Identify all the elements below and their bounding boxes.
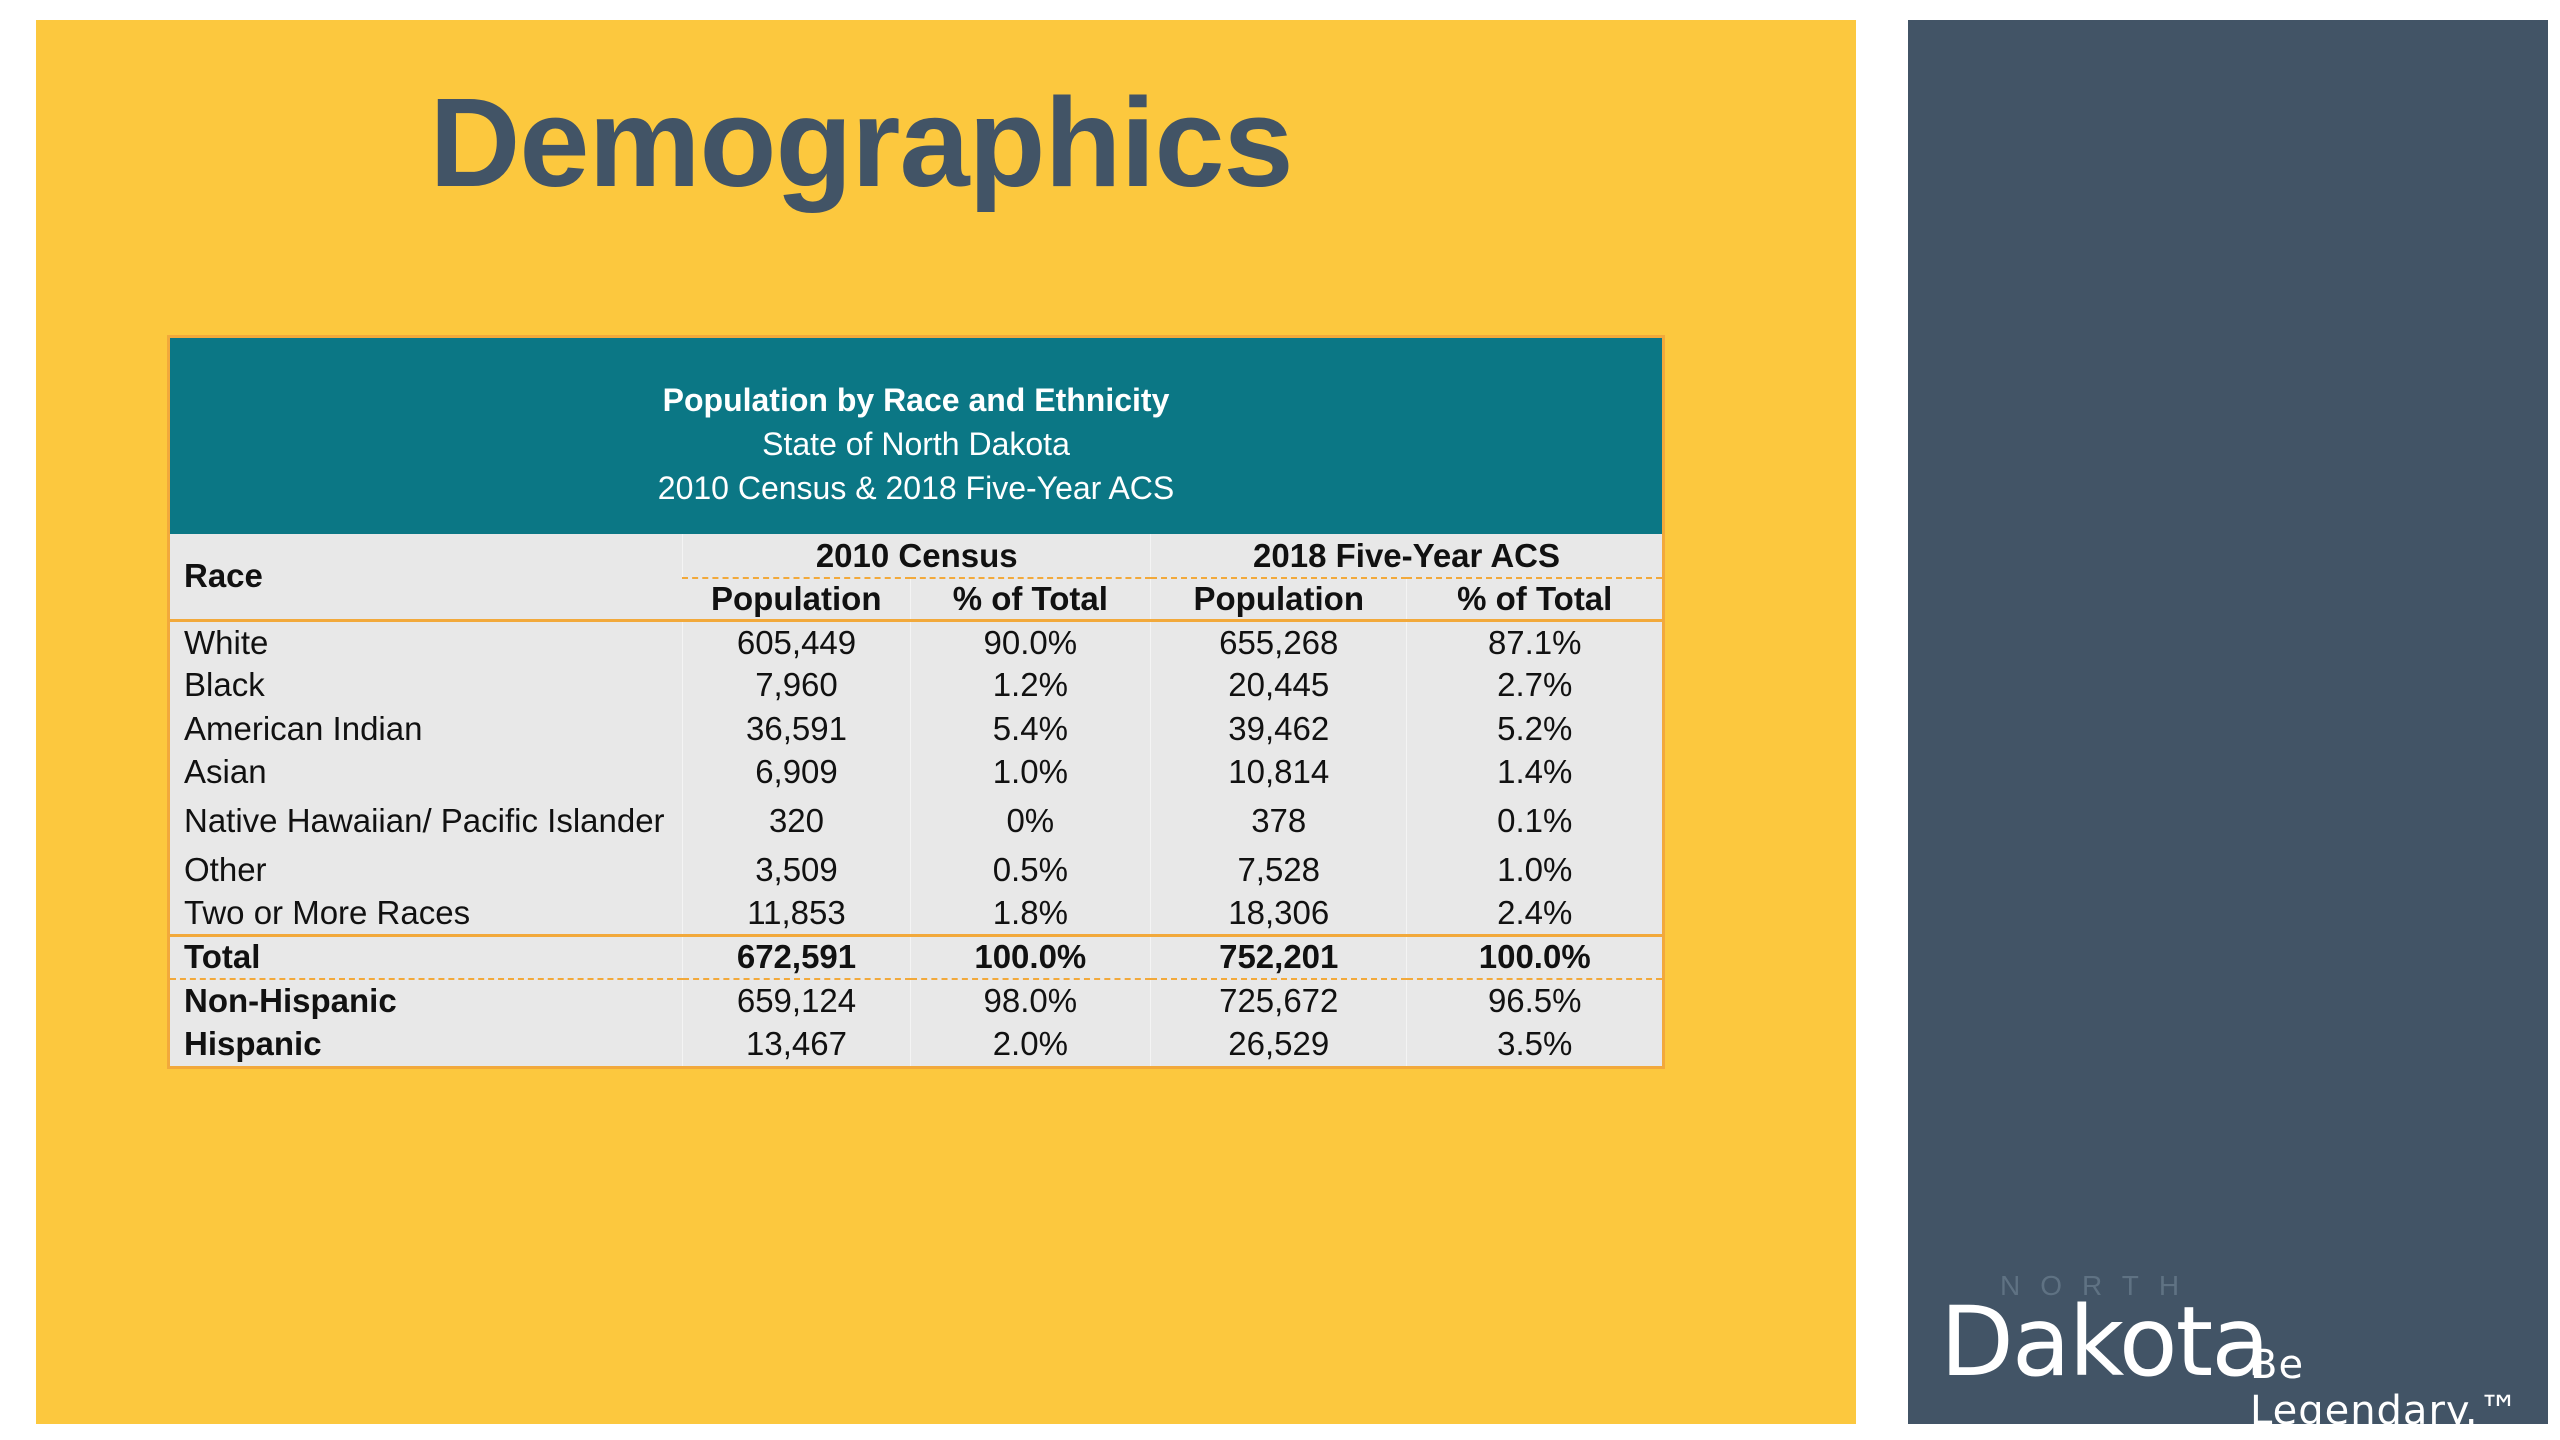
- table-row: Two or More Races 11,853 1.8% 18,306 2.4…: [170, 891, 1662, 935]
- table-row: Asian 6,909 1.0% 10,814 1.4%: [170, 750, 1662, 794]
- logo-north-text: NORTH: [2000, 1270, 2200, 1301]
- percent-2018-cell: 3.5%: [1406, 1022, 1662, 1066]
- population-2018-cell: 752,201: [1150, 933, 1407, 980]
- percent-2010-cell: 1.0%: [909, 750, 1151, 794]
- population-2018-cell: 7,528: [1150, 848, 1407, 892]
- percent-2018-cell: 96.5%: [1406, 979, 1662, 1023]
- population-2010-cell: 320: [682, 794, 911, 848]
- percent-2018-cell: 1.0%: [1406, 848, 1662, 892]
- population-2018-cell: 655,268: [1150, 620, 1407, 664]
- logo-tagline: Be Legendary.™: [2250, 1342, 2520, 1434]
- population-2010-cell: 659,124: [682, 979, 911, 1023]
- race-cell: Hispanic: [184, 1025, 322, 1063]
- table-subtitle-sources: 2010 Census & 2018 Five-Year ACS: [657, 470, 1175, 506]
- population-2018-cell: 725,672: [1150, 979, 1407, 1023]
- percent-2018-cell: 2.4%: [1406, 891, 1662, 935]
- table-row: Black 7,960 1.2% 20,445 2.7%: [170, 663, 1662, 707]
- logo-dakota-text: Dakota: [1940, 1286, 2270, 1398]
- race-column-header: Race: [170, 534, 683, 622]
- table-row-total: Total 672,591 100.0% 752,201 100.0%: [170, 933, 1662, 980]
- population-2018-cell: 18,306: [1150, 891, 1407, 935]
- table-row: White 605,449 90.0% 655,268 87.1%: [170, 620, 1662, 664]
- column-header-percent-2018: % of Total: [1406, 578, 1662, 622]
- table-row: Hispanic 13,467 2.0% 26,529 3.5%: [170, 1022, 1662, 1066]
- percent-2018-cell: 0.1%: [1406, 794, 1662, 848]
- population-2010-cell: 13,467: [682, 1022, 911, 1066]
- table-row: American Indian 36,591 5.4% 39,462 5.2%: [170, 707, 1662, 751]
- page-title: Demographics: [429, 72, 1293, 213]
- population-2010-cell: 672,591: [682, 933, 911, 980]
- percent-2018-cell: 1.4%: [1406, 750, 1662, 794]
- population-2010-cell: 36,591: [682, 707, 911, 751]
- race-cell: Non-Hispanic: [184, 982, 397, 1020]
- table-row: Native Hawaiian/ Pacific Islander 320 0%…: [170, 794, 1662, 848]
- population-2018-cell: 378: [1150, 794, 1407, 848]
- race-cell: Native Hawaiian/ Pacific Islander: [184, 802, 665, 839]
- data-table: Race 2010 Census 2018 Five-Year ACS Popu…: [170, 534, 1662, 1066]
- population-2018-cell: 26,529: [1150, 1022, 1407, 1066]
- population-2018-cell: 10,814: [1150, 750, 1407, 794]
- percent-2018-cell: 100.0%: [1406, 933, 1662, 980]
- population-2010-cell: 7,960: [682, 663, 911, 707]
- percent-2010-cell: 1.8%: [909, 891, 1151, 935]
- race-cell: Total: [170, 933, 683, 980]
- column-header-percent-2010: % of Total: [909, 578, 1151, 622]
- population-2018-cell: 39,462: [1150, 707, 1407, 751]
- column-header-population-2010: Population: [682, 578, 911, 622]
- north-dakota-logo: NORTH Dakota Be Legendary.™: [1940, 1270, 2540, 1434]
- percent-2018-cell: 5.2%: [1406, 707, 1662, 751]
- percent-2010-cell: 1.2%: [909, 663, 1151, 707]
- race-cell: White: [184, 623, 269, 661]
- column-header-population-2018: Population: [1150, 578, 1407, 622]
- percent-2010-cell: 98.0%: [909, 979, 1151, 1023]
- percent-2010-cell: 0.5%: [909, 848, 1151, 892]
- table-title: Population by Race and Ethnicity: [662, 382, 1170, 418]
- population-2018-cell: 20,445: [1150, 663, 1407, 707]
- population-table: Population by Race and Ethnicity State o…: [167, 335, 1665, 1069]
- population-2010-cell: 11,853: [682, 891, 911, 935]
- race-cell: American Indian: [184, 709, 423, 747]
- percent-2010-cell: 90.0%: [909, 620, 1151, 664]
- table-header-banner: Population by Race and Ethnicity State o…: [170, 338, 1662, 534]
- race-cell: Two or More Races: [184, 893, 471, 931]
- percent-2010-cell: 0%: [909, 794, 1151, 848]
- group-header-2010: 2010 Census: [682, 534, 1151, 579]
- population-2010-cell: 605,449: [682, 620, 911, 664]
- table-row: Non-Hispanic 659,124 98.0% 725,672 96.5%: [170, 979, 1662, 1023]
- side-panel: [1908, 20, 2548, 1424]
- slide-main-area: Demographics Population by Race and Ethn…: [36, 20, 1856, 1424]
- group-header-2018: 2018 Five-Year ACS: [1150, 534, 1662, 579]
- population-2010-cell: 6,909: [682, 750, 911, 794]
- table-row: Other 3,509 0.5% 7,528 1.0%: [170, 848, 1662, 892]
- percent-2018-cell: 87.1%: [1406, 620, 1662, 664]
- race-cell: Asian: [184, 753, 267, 791]
- percent-2010-cell: 5.4%: [909, 707, 1151, 751]
- race-cell: Black: [184, 666, 265, 704]
- percent-2010-cell: 100.0%: [909, 933, 1151, 980]
- percent-2018-cell: 2.7%: [1406, 663, 1662, 707]
- race-cell: Other: [184, 850, 267, 888]
- percent-2010-cell: 2.0%: [909, 1022, 1151, 1066]
- table-subtitle-state: State of North Dakota: [762, 426, 1070, 462]
- population-2010-cell: 3,509: [682, 848, 911, 892]
